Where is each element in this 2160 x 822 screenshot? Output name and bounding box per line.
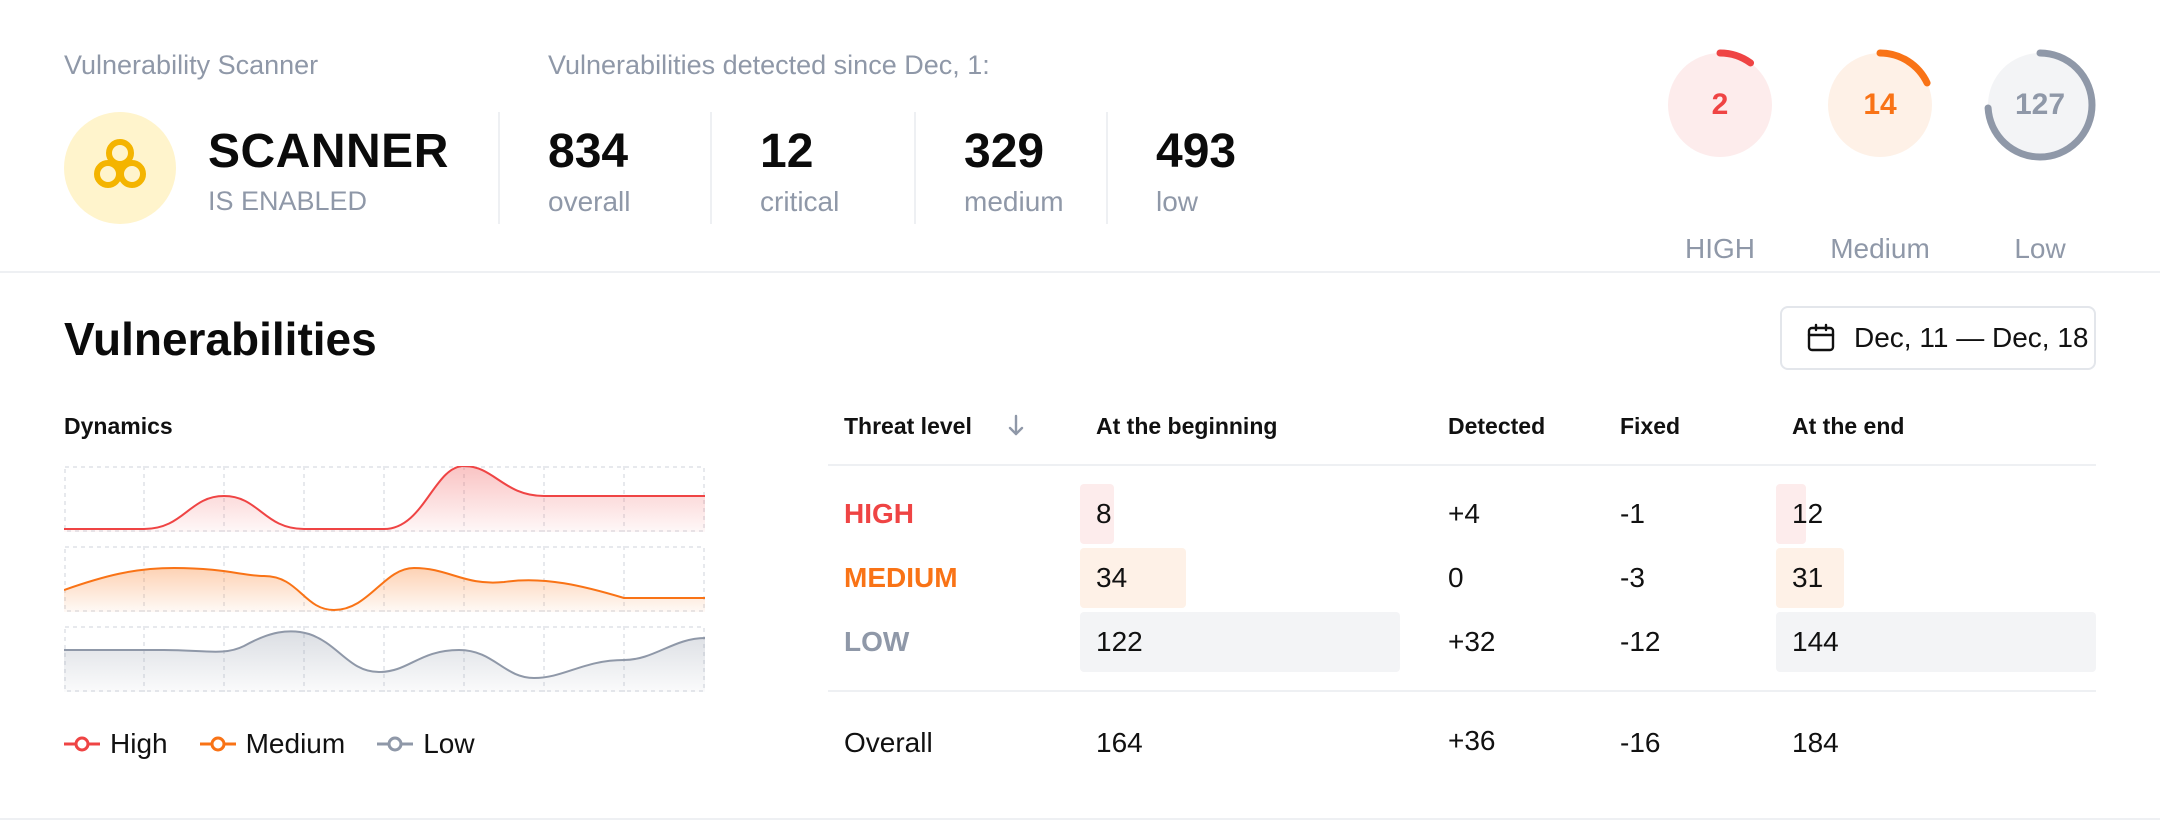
fixed-value: -3 <box>1620 562 1645 593</box>
detected-value: +4 <box>1448 498 1480 529</box>
overall-label: Overall <box>844 727 933 758</box>
medium-series-line <box>63 566 705 612</box>
stat-value: 329 <box>964 125 1045 178</box>
dynamics-chart-low <box>64 626 706 692</box>
dynamics-legend: High Medium Low <box>64 728 507 760</box>
stat-label: medium <box>964 186 1064 217</box>
dynamics-chart-high <box>64 464 705 532</box>
ring-low: 127 Low <box>1982 47 2098 264</box>
fixed-value: -12 <box>1620 626 1661 657</box>
stat-label: low <box>1156 186 1199 217</box>
divider <box>1106 112 1108 224</box>
legend-item-high[interactable]: High <box>64 728 168 760</box>
column-header-detected[interactable]: Detected <box>1448 413 1546 439</box>
fixed-value: -1 <box>1620 498 1645 529</box>
ring-label: Medium <box>1830 233 1930 264</box>
ring-medium: 14 Medium <box>1822 47 1938 264</box>
end-share-bar <box>1776 484 1806 544</box>
end-share-bar <box>1776 612 2096 672</box>
divider <box>710 112 712 224</box>
legend-marker-icon <box>377 736 414 752</box>
ring-value: 2 <box>1711 88 1729 121</box>
beginning-share-bar <box>1080 612 1400 672</box>
detected-value: +32 <box>1448 626 1496 657</box>
stat-label: critical <box>760 186 840 217</box>
detected-since-title: Vulnerabilities detected since Dec, 1: <box>548 50 990 80</box>
end-value: 12 <box>1792 498 1824 529</box>
high-series-area <box>64 466 705 532</box>
beginning-share-bar <box>1080 484 1114 544</box>
beginning-value: 8 <box>1096 498 1112 529</box>
overall-end: 184 <box>1792 727 1839 758</box>
dynamics-chart-medium <box>63 546 705 612</box>
ring-high: 2 HIGH <box>1662 47 1778 264</box>
stat-value: 12 <box>760 125 814 178</box>
stat-value: 493 <box>1156 125 1237 178</box>
scanner-summary-header: Vulnerability Scanner Vulnerabilities de… <box>0 0 2160 273</box>
end-value: 31 <box>1792 562 1824 593</box>
column-header-fixed[interactable]: Fixed <box>1620 413 1681 439</box>
ring-label: Low <box>2014 233 2066 264</box>
high-series-line <box>64 464 705 530</box>
ring-label: HIGH <box>1685 233 1755 264</box>
column-header-end[interactable]: At the end <box>1792 413 1905 439</box>
end-share-bar <box>1776 548 1844 608</box>
threat-level-label: MEDIUM <box>844 562 958 593</box>
threat-level-label: LOW <box>844 626 910 657</box>
sort-down-icon[interactable] <box>1004 412 1028 445</box>
calendar-icon <box>1806 323 1836 353</box>
scanner-status-main: SCANNER <box>208 125 449 178</box>
stat-medium: 329 medium <box>964 124 1064 218</box>
low-series-line <box>64 630 706 680</box>
legend-item-medium[interactable]: Medium <box>199 728 346 760</box>
overall-detected: +36 <box>1448 725 1496 756</box>
scanner-status-sub: IS ENABLED <box>208 186 368 216</box>
ring-value: 14 <box>1863 88 1897 121</box>
date-range-label: Dec, 11 — Dec, 18 <box>1854 322 2089 353</box>
stat-critical: 12 critical <box>760 124 839 218</box>
divider <box>498 112 500 224</box>
section-title: Vulnerabilities <box>64 313 377 365</box>
threat-level-label: HIGH <box>844 498 914 529</box>
stat-value: 834 <box>548 125 629 178</box>
medium-series-area <box>64 568 705 612</box>
scanner-status: SCANNER IS ENABLED <box>208 124 449 217</box>
detected-value: 0 <box>1448 562 1464 593</box>
beginning-value: 34 <box>1096 562 1128 593</box>
column-header-threat-level[interactable]: Threat level <box>844 413 972 439</box>
legend-label: High <box>110 728 168 759</box>
low-series-area <box>64 631 705 692</box>
ring-value: 127 <box>2014 88 2066 121</box>
divider <box>914 112 916 224</box>
biohazard-icon <box>88 134 152 203</box>
end-value: 144 <box>1792 626 1839 657</box>
stat-overall: 834 overall <box>548 124 630 218</box>
table-divider <box>828 690 2096 692</box>
table-divider <box>828 464 2096 466</box>
column-header-beginning[interactable]: At the beginning <box>1096 413 1278 439</box>
legend-item-low[interactable]: Low <box>377 728 475 760</box>
bottom-divider <box>0 818 2160 820</box>
app-title: Vulnerability Scanner <box>64 50 319 80</box>
legend-label: Low <box>423 728 475 759</box>
stat-low: 493 low <box>1156 124 1236 218</box>
legend-marker-icon <box>199 736 236 752</box>
overall-beginning: 164 <box>1096 727 1143 758</box>
beginning-share-bar <box>1080 548 1186 608</box>
scanner-status-badge <box>64 112 176 224</box>
legend-label: Medium <box>245 728 346 759</box>
overall-fixed: -16 <box>1620 727 1661 758</box>
legend-marker-icon <box>64 736 100 752</box>
stat-label: overall <box>548 186 631 217</box>
dynamics-title: Dynamics <box>64 413 173 439</box>
date-range-picker[interactable]: Dec, 11 — Dec, 18 <box>1780 306 2096 370</box>
beginning-value: 122 <box>1096 626 1143 657</box>
